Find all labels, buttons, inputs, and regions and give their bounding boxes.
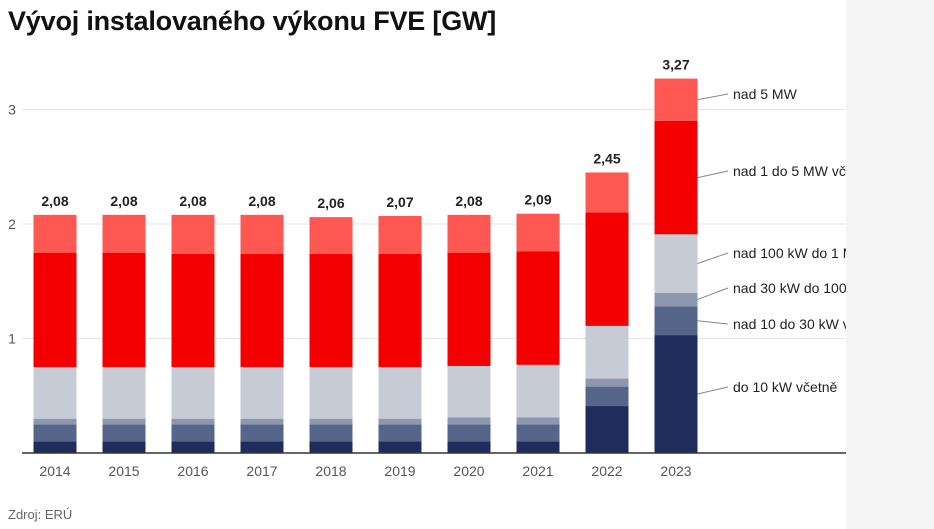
bar-segment[interactable]: [33, 424, 77, 442]
bar-segment[interactable]: [378, 441, 422, 453]
total-label: 2,08: [110, 193, 137, 209]
total-label: 2,08: [41, 193, 68, 209]
bar-segment[interactable]: [102, 418, 146, 425]
bar-segment[interactable]: [516, 441, 560, 453]
bar-segment[interactable]: [447, 365, 491, 418]
bar-segment[interactable]: [102, 252, 146, 368]
legend-label: nad 5 MW: [733, 86, 798, 102]
bar-segment[interactable]: [447, 417, 491, 425]
legend-leader-line: [697, 170, 729, 179]
legend-label: nad 30 kW do 100 kW včetně: [733, 280, 846, 296]
bar-segment[interactable]: [447, 441, 491, 453]
bar-segment[interactable]: [516, 251, 560, 365]
bar-segment[interactable]: [171, 253, 215, 368]
bar-segment[interactable]: [309, 367, 353, 419]
total-label: 2,08: [248, 193, 275, 209]
bar-segment[interactable]: [447, 214, 491, 253]
bar-segment[interactable]: [33, 214, 77, 253]
bar-segment[interactable]: [309, 217, 353, 254]
x-tick-label: 2021: [522, 463, 553, 479]
side-panel: [846, 0, 934, 529]
bar-segment[interactable]: [654, 292, 698, 307]
stacked-bar-chart: 1 2 3 2,08 2014 2,08 2015 2,08 2016 2,08 2017 2,06 2…: [8, 57, 846, 479]
bar-segment[interactable]: [33, 367, 77, 419]
bar-segment[interactable]: [378, 424, 422, 442]
bar-segment[interactable]: [378, 215, 422, 254]
bar-segment[interactable]: [447, 252, 491, 366]
total-label: 2,07: [386, 194, 413, 210]
bar-segment[interactable]: [171, 367, 215, 419]
total-label: 2,08: [455, 193, 482, 209]
x-tick-label: 2020: [453, 463, 484, 479]
bar-segment[interactable]: [585, 212, 629, 326]
bar-segment[interactable]: [654, 120, 698, 235]
bar-segment[interactable]: [33, 418, 77, 425]
legend-leader-line: [697, 320, 729, 325]
legend-label: nad 1 do 5 MW včetně: [733, 163, 846, 179]
legend-label: nad 100 kW do 1 MW včetně: [733, 245, 846, 261]
total-label: 2,45: [593, 150, 620, 166]
bar-segment[interactable]: [516, 213, 560, 252]
x-tick-label: 2017: [246, 463, 277, 479]
bar-segment[interactable]: [240, 253, 284, 368]
legend-leader-line: [697, 93, 729, 101]
bar-segment[interactable]: [585, 378, 629, 387]
legend-label: do 10 kW včetně: [733, 379, 837, 395]
bar-segment[interactable]: [171, 418, 215, 425]
total-label: 2,09: [524, 192, 551, 208]
bar-segment[interactable]: [516, 364, 560, 418]
bar-segment[interactable]: [654, 335, 698, 453]
x-tick-label: 2018: [315, 463, 346, 479]
legend-leader-line: [697, 252, 729, 264]
bar-segment[interactable]: [33, 252, 77, 368]
bar-segment[interactable]: [654, 234, 698, 293]
bar-segment[interactable]: [378, 253, 422, 368]
y-tick-label: 2: [8, 216, 16, 232]
bar-segment[interactable]: [309, 253, 353, 368]
x-tick-label: 2019: [384, 463, 415, 479]
legend-label: nad 10 do 30 kW včetně: [733, 316, 846, 332]
total-label: 2,06: [317, 195, 344, 211]
bar-segment[interactable]: [240, 418, 284, 425]
bar-segment[interactable]: [171, 214, 215, 254]
bar-segment[interactable]: [585, 386, 629, 407]
y-tick-label: 1: [8, 331, 16, 347]
bar-segment[interactable]: [378, 367, 422, 419]
bar-segment[interactable]: [102, 424, 146, 442]
x-tick-label: 2015: [108, 463, 139, 479]
x-tick-label: 2022: [591, 463, 622, 479]
chart-title: Vývoj instalovaného výkonu FVE [GW]: [8, 6, 497, 36]
legend-leader-line: [697, 287, 729, 301]
bar-segment[interactable]: [585, 406, 629, 453]
bar-segment[interactable]: [654, 306, 698, 336]
bar-segment[interactable]: [240, 441, 284, 453]
x-tick-label: 2014: [39, 463, 70, 479]
legend-leader-line: [697, 386, 729, 395]
bar-segment[interactable]: [516, 417, 560, 425]
y-tick-label: 3: [8, 102, 16, 118]
bar-segment[interactable]: [171, 424, 215, 442]
bar-segment[interactable]: [447, 424, 491, 442]
total-label: 3,27: [662, 57, 689, 73]
bar-segment[interactable]: [240, 367, 284, 419]
bar-segment[interactable]: [102, 214, 146, 253]
bar-segment[interactable]: [585, 325, 629, 379]
bar-segment[interactable]: [309, 424, 353, 442]
bar-segment[interactable]: [240, 214, 284, 254]
bar-segment[interactable]: [240, 424, 284, 442]
bar-segment[interactable]: [102, 441, 146, 453]
bar-segment[interactable]: [102, 367, 146, 419]
x-tick-label: 2016: [177, 463, 208, 479]
x-tick-label: 2023: [660, 463, 691, 479]
bar-segment[interactable]: [654, 78, 698, 121]
source-note: Zdroj: ERÚ: [8, 507, 73, 522]
bar-segment[interactable]: [378, 418, 422, 425]
total-label: 2,08: [179, 193, 206, 209]
bar-segment[interactable]: [309, 418, 353, 425]
bar-segment[interactable]: [33, 441, 77, 453]
bar-segment[interactable]: [309, 441, 353, 453]
bar-segment[interactable]: [585, 172, 629, 213]
bar-segment[interactable]: [516, 424, 560, 442]
bar-segment[interactable]: [171, 441, 215, 453]
